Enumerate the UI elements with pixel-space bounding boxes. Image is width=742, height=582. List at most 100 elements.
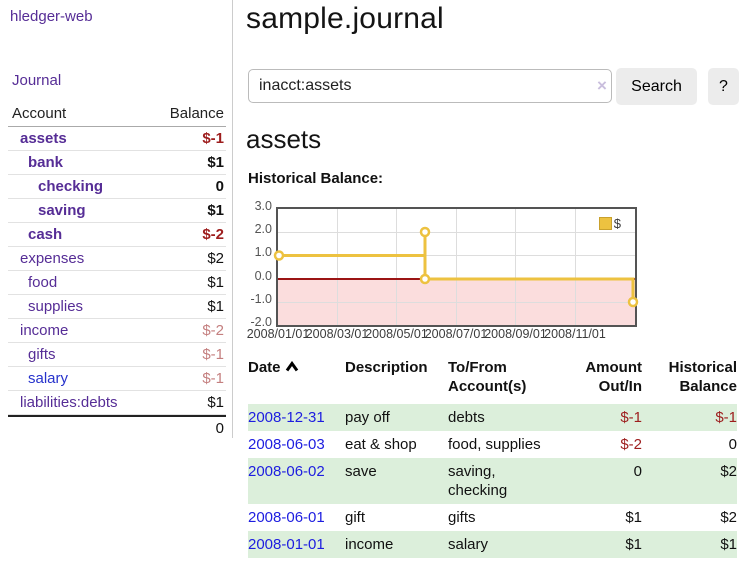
transaction-balance: $2 (720, 463, 737, 480)
register-row: 2008-06-03 eat & shop food, supplies $-2… (248, 431, 737, 458)
col-header-date-label: Date (248, 359, 281, 376)
balance-liabilities-debts: $1 (207, 394, 224, 411)
transaction-accounts: gifts (448, 509, 476, 526)
transaction-date-link[interactable]: 2008-06-03 (248, 436, 325, 453)
col-header-accounts-line2: Account(s) (448, 378, 527, 395)
col-header-amount-line1: Amount (585, 359, 642, 376)
account-heading: assets (246, 124, 322, 154)
chart-title: Historical Balance: (248, 170, 384, 187)
account-row-income: income $-2 (8, 319, 226, 343)
legend-swatch (598, 217, 612, 230)
sidebar-account-food[interactable]: food (28, 274, 58, 291)
transaction-amount: $-1 (620, 409, 642, 426)
accounts-header-row: Account Balance (8, 100, 226, 127)
page-title: sample.journal (246, 2, 444, 35)
nav-journal-link[interactable]: Journal (12, 72, 62, 89)
sidebar-account-saving[interactable]: saving (38, 202, 86, 219)
col-header-accounts[interactable]: To/From Account(s) (448, 358, 554, 404)
account-row-saving: saving $1 (8, 199, 226, 223)
sidebar-account-cash[interactable]: cash (28, 226, 63, 243)
balance-food: $1 (207, 274, 224, 291)
sidebar-account-liabilities-debts[interactable]: liabilities:debts (20, 394, 118, 411)
account-row-expenses: expenses $2 (8, 247, 226, 271)
transaction-description: income (345, 531, 448, 558)
search-button[interactable]: Search (616, 68, 697, 105)
transaction-accounts: salary (448, 531, 554, 558)
y-tick: 3.0 (254, 199, 272, 213)
balance-gifts: $-1 (202, 346, 224, 363)
balance-checking: 0 (215, 178, 224, 195)
accounts-total-value: 0 (215, 419, 224, 437)
transaction-amount: $1 (625, 509, 642, 526)
app-title-link[interactable]: hledger-web (10, 8, 93, 25)
accounts-total-row: 0 (8, 415, 226, 439)
col-header-balance[interactable]: Historical Balance (642, 358, 737, 404)
y-tick: 1.0 (254, 245, 272, 259)
sidebar-account-bank[interactable]: bank (28, 154, 64, 171)
historical-balance-chart: 3.0 2.0 1.0 0.0 -1.0 -2.0 (246, 199, 668, 349)
y-tick: 0.0 (254, 269, 272, 283)
register-table: Date Description To/From Account(s) Amou… (248, 358, 737, 558)
x-tick: 2008/09/01 (484, 327, 547, 341)
chart-legend: $ (596, 215, 623, 232)
transaction-date-link[interactable]: 2008-12-31 (248, 409, 325, 426)
balance-income: $-2 (202, 322, 224, 339)
account-row-checking: checking 0 (8, 175, 226, 199)
col-header-date[interactable]: Date (248, 358, 345, 404)
sidebar-account-income[interactable]: income (20, 322, 69, 339)
col-header-description[interactable]: Description (345, 359, 428, 376)
sidebar-account-expenses[interactable]: expenses (20, 250, 85, 267)
transaction-accounts: saving, checking (448, 458, 554, 504)
transaction-description: pay off (345, 404, 448, 431)
accounts-header-balance: Balance (169, 105, 224, 122)
transaction-date-link[interactable]: 2008-06-01 (248, 509, 325, 526)
plot-area: $ (273, 207, 639, 327)
balance-bank: $1 (207, 154, 224, 171)
transaction-description: save (345, 458, 448, 504)
account-row-cash: cash $-2 (8, 223, 226, 247)
balance-salary: $-1 (202, 370, 224, 387)
transaction-accounts: food, supplies (448, 436, 541, 453)
sidebar-account-checking[interactable]: checking (38, 178, 104, 195)
transaction-description: gift (345, 509, 366, 526)
transaction-amount: 0 (633, 463, 642, 480)
x-tick: 2008/11/01 (544, 327, 606, 341)
sidebar-accounts-table: Account Balance assets $-1 bank $1 check… (8, 100, 226, 439)
transaction-date-link[interactable]: 2008-06-02 (248, 463, 325, 480)
data-point (419, 226, 431, 238)
legend-label: $ (613, 216, 621, 231)
balance-expenses: $2 (207, 250, 224, 267)
transaction-description: eat & shop (345, 436, 417, 453)
y-tick: -2.0 (250, 315, 272, 329)
account-row-gifts: gifts $-1 (8, 343, 226, 367)
data-point (627, 296, 639, 308)
account-row-bank: bank $1 (8, 151, 226, 175)
sidebar-account-assets[interactable]: assets (20, 130, 67, 147)
sidebar-account-gifts[interactable]: gifts (28, 346, 56, 363)
sidebar-account-supplies[interactable]: supplies (28, 298, 84, 315)
clear-search-icon[interactable]: × (597, 76, 607, 95)
account-row-supplies: supplies $1 (8, 295, 226, 319)
sidebar-account-salary[interactable]: salary (28, 370, 69, 387)
sidebar-divider (232, 0, 233, 438)
account-row-assets: assets $-1 (8, 127, 226, 151)
transaction-date-link[interactable]: 2008-01-01 (248, 536, 325, 553)
register-row: 2008-12-31 pay off debts $-1 $-1 (248, 404, 737, 431)
search-input[interactable] (248, 69, 612, 103)
data-point (419, 273, 431, 285)
x-tick: 2008/05/01 (365, 327, 428, 341)
transaction-amount: $1 (625, 536, 642, 553)
register-row: 2008-06-01 gift gifts $1 $2 (248, 504, 737, 531)
register-row: 2008-06-02 save saving, checking 0 $2 (248, 458, 737, 504)
x-tick: 2008/07/01 (424, 327, 488, 341)
balance-saving: $1 (207, 202, 224, 219)
col-header-balance-line1: Historical (668, 359, 737, 376)
y-tick: 2.0 (254, 222, 272, 236)
help-button[interactable]: ? (708, 68, 739, 105)
x-tick: 2008/01/01 (246, 327, 310, 341)
accounts-header-account: Account (12, 105, 67, 122)
transaction-balance: $1 (720, 536, 737, 553)
col-header-amount[interactable]: Amount Out/In (554, 358, 642, 404)
transaction-balance: $-1 (715, 409, 737, 426)
